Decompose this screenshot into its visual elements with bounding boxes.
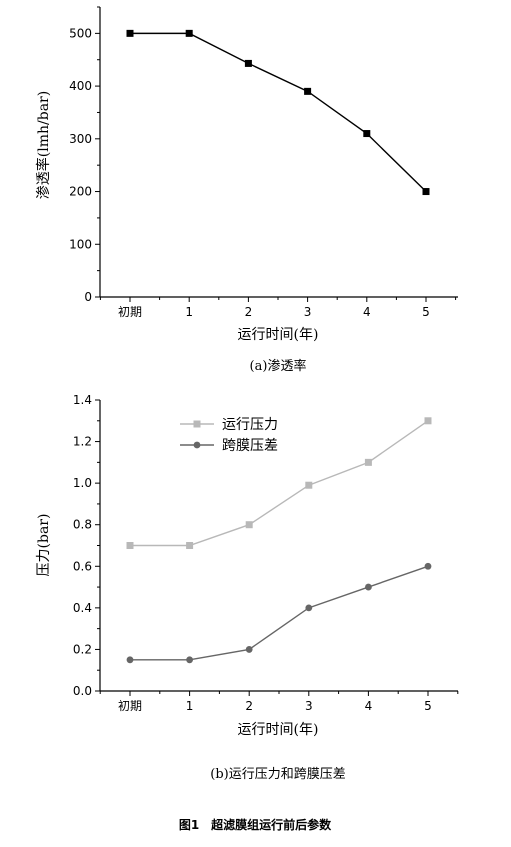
chart-b-pressure: 压力(bar) 运行时间(年) (b)运行压力和跨膜压差 0.0 0.2 0.4 0.…	[36, 393, 459, 782]
chart-a-x-tick-label: 2	[245, 305, 253, 319]
chart-b-series-0-point	[126, 542, 134, 549]
chart-a-series-0-line	[130, 32, 427, 193]
chart-a-y-tick-label: 0	[84, 290, 92, 304]
chart-b-y-tick-label: 0.4	[73, 601, 92, 615]
chart-a-x-tick-label: 1	[185, 305, 193, 319]
chart-b-series-0-line	[130, 420, 429, 547]
chart-a-series-0-point	[126, 29, 134, 37]
chart-b-y-tick-label: 0.8	[73, 518, 92, 532]
chart-b-series-1-line	[130, 565, 429, 661]
chart-a-x-tick-label: 3	[304, 305, 312, 319]
chart-a-series-0-point	[304, 87, 312, 95]
chart-a-series-0-point	[185, 29, 193, 37]
chart-a-x-axis-title: 运行时间(年)	[238, 327, 319, 343]
chart-b-series-0-point	[364, 458, 372, 466]
chart-b-x-tick-label: 3	[305, 699, 313, 713]
chart-b-y-tick-label: 1.2	[73, 435, 92, 449]
chart-b-x-tick-label: 1	[186, 699, 194, 713]
chart-b-legend-swatch-marker	[193, 420, 201, 428]
chart-a-x-tick-label: 5	[422, 305, 430, 319]
figure-caption: 图1 超滤膜组运行前后参数	[179, 817, 332, 832]
chart-b-x-tick-label: 5	[424, 699, 432, 713]
chart-b-x-axis-title: 运行时间(年)	[238, 722, 319, 738]
chart-a-series-0-point	[363, 130, 371, 138]
chart-a-x-tick-label: 4	[363, 305, 371, 319]
chart-b-y-tick-label: 0.0	[73, 684, 92, 698]
chart-b-series-1-point	[305, 604, 313, 612]
chart-b-series-0-point	[305, 481, 313, 489]
chart-a-caption: (a)渗透率	[250, 358, 307, 374]
chart-a-series-0-point	[422, 188, 430, 196]
chart-b-x-tick-label: 2	[245, 699, 253, 713]
chart-a-y-tick-label: 200	[69, 185, 92, 199]
chart-a-y-tick-label: 300	[69, 132, 92, 146]
chart-a-y-tick-label: 100	[69, 237, 92, 251]
chart-b-caption: (b)运行压力和跨膜压差	[210, 767, 345, 782]
chart-b-series-1-point	[245, 646, 253, 653]
chart-a-x-tick-label: 初期	[118, 305, 142, 319]
chart-b-series-1-point	[365, 583, 372, 591]
chart-a-y-tick-label: 400	[69, 79, 92, 93]
chart-b-y-tick-label: 1.0	[73, 476, 92, 490]
chart-b-series-0-point	[424, 417, 432, 425]
chart-b-series-1-point	[186, 656, 194, 664]
chart-b-legend-label: 运行压力	[222, 417, 278, 433]
chart-a-series-0-point	[244, 59, 252, 67]
chart-a-y-tick-label: 500	[69, 26, 92, 40]
chart-b-legend-label: 跨膜压差	[222, 438, 278, 454]
chart-b-legend-swatch-marker	[193, 441, 201, 449]
chart-b-series-1-point	[424, 562, 432, 570]
chart-b-y-tick-label: 0.2	[73, 642, 92, 656]
chart-b-x-tick-label: 初期	[118, 699, 142, 713]
chart-a-y-axis-title: 渗透率(lmh/bar)	[35, 91, 52, 199]
chart-b-series-0-point	[245, 521, 253, 529]
chart-b-x-tick-label: 4	[365, 699, 373, 713]
chart-a-permeability: 渗透率(lmh/bar) 运行时间(年) (a)渗透率 0 100 200 300 40…	[35, 6, 458, 374]
chart-b-series-0-point	[186, 542, 194, 549]
chart-b-y-axis-title: 压力(bar)	[36, 514, 52, 577]
chart-b-series-1-point	[126, 656, 134, 664]
chart-b-y-tick-label: 0.6	[73, 559, 92, 573]
chart-b-y-tick-label: 1.4	[73, 393, 92, 407]
